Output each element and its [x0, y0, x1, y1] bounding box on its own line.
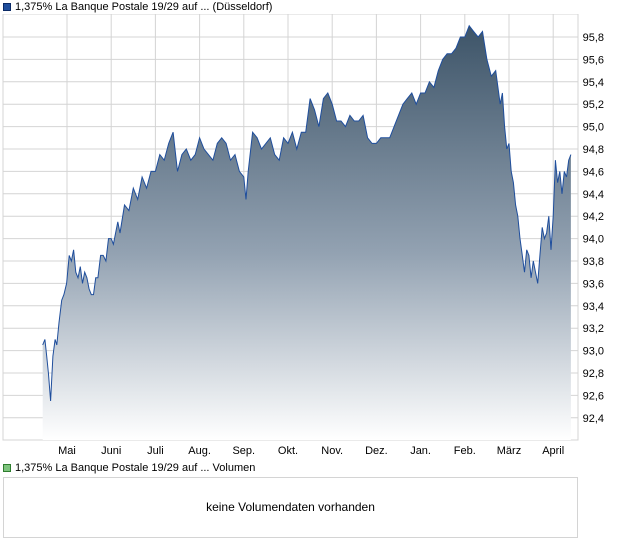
- x-tick-label: März: [497, 445, 521, 457]
- y-tick-label: 95,2: [583, 99, 604, 111]
- y-tick-label: 95,8: [583, 32, 604, 44]
- price-area: [42, 25, 571, 441]
- y-tick-label: 93,6: [583, 278, 604, 290]
- y-tick-label: 92,6: [583, 390, 604, 402]
- x-tick-label: April: [542, 445, 564, 457]
- volume-legend: 1,375% La Banque Postale 19/29 auf ... V…: [3, 461, 255, 475]
- volume-legend-swatch: [3, 464, 11, 472]
- volume-legend-label: 1,375% La Banque Postale 19/29 auf ... V…: [15, 462, 256, 474]
- y-tick-label: 92,8: [583, 368, 604, 380]
- x-tick-label: Aug.: [188, 445, 211, 457]
- x-axis: Mai Juni Juli Aug. Sep. Okt. Nov. Dez. Jan. Feb. M…: [58, 445, 564, 457]
- y-tick-label: 94,6: [583, 166, 604, 178]
- y-tick-label: 93,4: [583, 301, 604, 313]
- y-tick-label: 92,4: [583, 413, 604, 425]
- x-tick-label: Nov.: [321, 445, 343, 457]
- y-tick-label: 93,8: [583, 256, 604, 268]
- y-tick-label: 94,8: [583, 144, 604, 156]
- y-tick-label: 94,0: [583, 234, 604, 246]
- volume-empty-message: keine Volumendaten vorhanden: [206, 500, 375, 514]
- price-legend-label: 1,375% La Banque Postale 19/29 auf ... (…: [15, 1, 273, 13]
- x-tick-label: Juli: [147, 445, 164, 457]
- price-line: [42, 24, 572, 402]
- y-tick-label: 95,4: [583, 77, 604, 89]
- price-legend-swatch: [3, 3, 11, 11]
- y-tick-label: 94,2: [583, 211, 604, 223]
- y-tick-label: 95,6: [583, 54, 604, 66]
- y-tick-label: 93,0: [583, 346, 604, 358]
- y-tick-label: 95,0: [583, 122, 604, 134]
- y-axis: 95,8 95,6 95,4 95,2 95,0 94,8 94,6 94,4 94,2 94,0…: [583, 32, 604, 425]
- y-tick-label: 94,4: [583, 189, 604, 201]
- volume-panel: keine Volumendaten vorhanden: [3, 477, 578, 538]
- x-tick-label: Juni: [101, 445, 121, 457]
- x-tick-label: Dez.: [365, 445, 388, 457]
- x-tick-label: Mai: [58, 445, 76, 457]
- x-tick-label: Okt.: [278, 445, 298, 457]
- y-tick-label: 93,2: [583, 323, 604, 335]
- x-tick-label: Feb.: [454, 445, 476, 457]
- x-tick-label: Jan.: [410, 445, 431, 457]
- price-chart: 95,8 95,6 95,4 95,2 95,0 94,8 94,6 94,4 94,2 94,0…: [2, 14, 604, 457]
- price-legend: 1,375% La Banque Postale 19/29 auf ... (…: [3, 0, 272, 14]
- x-tick-label: Sep.: [232, 445, 255, 457]
